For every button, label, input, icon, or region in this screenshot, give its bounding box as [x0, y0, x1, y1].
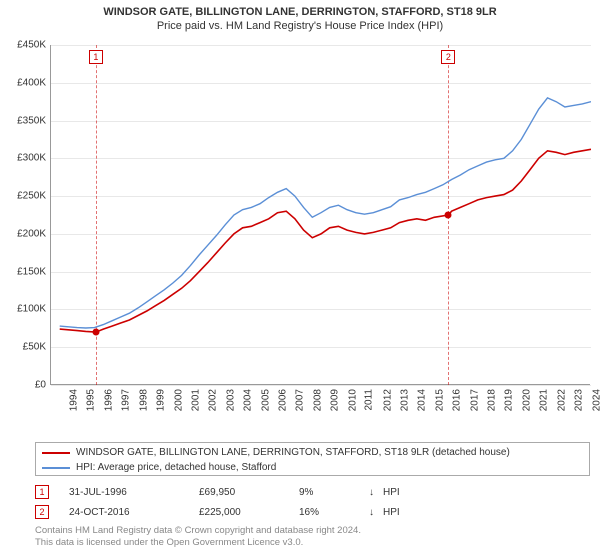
x-axis-label: 2007	[295, 389, 306, 411]
x-axis-label: 2005	[260, 389, 271, 411]
x-axis-label: 2014	[417, 389, 428, 411]
x-axis-label: 2013	[399, 389, 410, 411]
y-axis-label: £350K	[17, 115, 46, 126]
x-axis-label: 2004	[242, 389, 253, 411]
x-axis-label: 1994	[68, 389, 79, 411]
legend-swatch	[42, 452, 70, 454]
gridline	[51, 385, 591, 386]
x-axis-label: 1996	[103, 389, 114, 411]
chart-area: 12 £0£50K£100K£150K£200K£250K£300K£350K£…	[50, 45, 590, 410]
y-axis-label: £300K	[17, 153, 46, 164]
sale-price: £69,950	[199, 487, 299, 498]
legend: WINDSOR GATE, BILLINGTON LANE, DERRINGTO…	[35, 442, 590, 476]
footer-line: This data is licensed under the Open Gov…	[35, 537, 590, 549]
x-axis-label: 2012	[382, 389, 393, 411]
x-axis-label: 2010	[347, 389, 358, 411]
footer-line: Contains HM Land Registry data © Crown c…	[35, 525, 590, 537]
chart-subtitle: Price paid vs. HM Land Registry's House …	[0, 18, 600, 36]
x-axis-label: 2018	[486, 389, 497, 411]
x-axis-label: 2002	[208, 389, 219, 411]
x-axis-label: 2017	[469, 389, 480, 411]
x-axis-label: 2016	[451, 389, 462, 411]
x-axis-label: 2008	[312, 389, 323, 411]
x-axis-label: 2023	[573, 389, 584, 411]
x-axis-label: 2001	[190, 389, 201, 411]
x-axis-label: 2003	[225, 389, 236, 411]
sale-point-dot	[92, 329, 99, 336]
table-row: 2 24-OCT-2016 £225,000 16% ↓ HPI	[35, 502, 590, 522]
x-axis-label: 1998	[138, 389, 149, 411]
legend-item: WINDSOR GATE, BILLINGTON LANE, DERRINGTO…	[42, 445, 583, 460]
sale-rel: HPI	[383, 487, 423, 498]
y-axis-label: £150K	[17, 266, 46, 277]
sale-pct: 16%	[299, 507, 369, 518]
x-axis-label: 2009	[330, 389, 341, 411]
footer-attribution: Contains HM Land Registry data © Crown c…	[35, 525, 590, 549]
sale-pct: 9%	[299, 487, 369, 498]
sale-price: £225,000	[199, 507, 299, 518]
x-axis-label: 2021	[539, 389, 550, 411]
point-marker-icon: 2	[35, 505, 49, 519]
x-axis-label: 1999	[155, 389, 166, 411]
sale-points-table: 1 31-JUL-1996 £69,950 9% ↓ HPI 2 24-OCT-…	[35, 482, 590, 522]
y-axis-label: £450K	[17, 40, 46, 51]
x-axis-label: 2000	[173, 389, 184, 411]
sale-point-dot	[445, 212, 452, 219]
y-axis-label: £200K	[17, 228, 46, 239]
plot-region: 12	[50, 45, 590, 385]
x-axis-label: 2006	[277, 389, 288, 411]
x-axis-label: 1997	[121, 389, 132, 411]
y-axis-label: £50K	[23, 342, 46, 353]
legend-swatch	[42, 467, 70, 469]
down-arrow-icon: ↓	[369, 487, 383, 498]
table-row: 1 31-JUL-1996 £69,950 9% ↓ HPI	[35, 482, 590, 502]
series-line	[60, 149, 591, 332]
y-axis-label: £100K	[17, 304, 46, 315]
x-axis-label: 1995	[86, 389, 97, 411]
x-axis-label: 2020	[521, 389, 532, 411]
y-axis-label: £400K	[17, 77, 46, 88]
legend-item: HPI: Average price, detached house, Staf…	[42, 460, 583, 475]
legend-label: WINDSOR GATE, BILLINGTON LANE, DERRINGTO…	[76, 447, 510, 458]
down-arrow-icon: ↓	[369, 507, 383, 518]
marker-label-icon: 2	[441, 50, 455, 64]
y-axis-label: £0	[35, 380, 46, 391]
line-series-svg	[51, 45, 591, 385]
sale-rel: HPI	[383, 507, 423, 518]
x-axis-label: 2015	[434, 389, 445, 411]
legend-label: HPI: Average price, detached house, Staf…	[76, 462, 276, 473]
x-axis-label: 2024	[591, 389, 600, 411]
point-marker-icon: 1	[35, 485, 49, 499]
sale-date: 24-OCT-2016	[69, 507, 199, 518]
marker-label-icon: 1	[89, 50, 103, 64]
y-axis-label: £250K	[17, 191, 46, 202]
sale-date: 31-JUL-1996	[69, 487, 199, 498]
chart-title: WINDSOR GATE, BILLINGTON LANE, DERRINGTO…	[0, 0, 600, 18]
series-line	[60, 98, 591, 328]
x-axis-label: 2011	[364, 389, 375, 411]
x-axis-label: 2019	[504, 389, 515, 411]
x-axis-label: 2022	[556, 389, 567, 411]
